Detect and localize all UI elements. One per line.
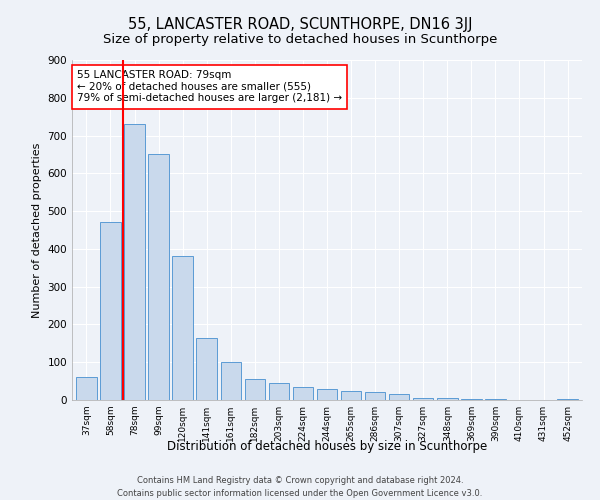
Text: Distribution of detached houses by size in Scunthorpe: Distribution of detached houses by size … — [167, 440, 487, 453]
Bar — [148, 154, 169, 400]
Bar — [413, 398, 433, 400]
Bar — [341, 390, 361, 400]
Bar — [245, 379, 265, 400]
Bar — [317, 388, 337, 400]
Text: Size of property relative to detached houses in Scunthorpe: Size of property relative to detached ho… — [103, 32, 497, 46]
Bar — [100, 222, 121, 400]
Bar — [269, 383, 289, 400]
Bar — [76, 378, 97, 400]
Text: 55 LANCASTER ROAD: 79sqm
← 20% of detached houses are smaller (555)
79% of semi-: 55 LANCASTER ROAD: 79sqm ← 20% of detach… — [77, 70, 342, 103]
Bar — [557, 399, 578, 400]
Bar — [461, 399, 482, 400]
Bar — [196, 338, 217, 400]
Bar — [172, 256, 193, 400]
Bar — [293, 387, 313, 400]
Bar — [485, 399, 506, 400]
Y-axis label: Number of detached properties: Number of detached properties — [32, 142, 42, 318]
Bar — [221, 362, 241, 400]
Text: 55, LANCASTER ROAD, SCUNTHORPE, DN16 3JJ: 55, LANCASTER ROAD, SCUNTHORPE, DN16 3JJ — [128, 18, 472, 32]
Bar — [365, 392, 385, 400]
Bar — [124, 124, 145, 400]
Bar — [437, 398, 458, 400]
Bar — [389, 394, 409, 400]
Text: Contains HM Land Registry data © Crown copyright and database right 2024.
Contai: Contains HM Land Registry data © Crown c… — [118, 476, 482, 498]
